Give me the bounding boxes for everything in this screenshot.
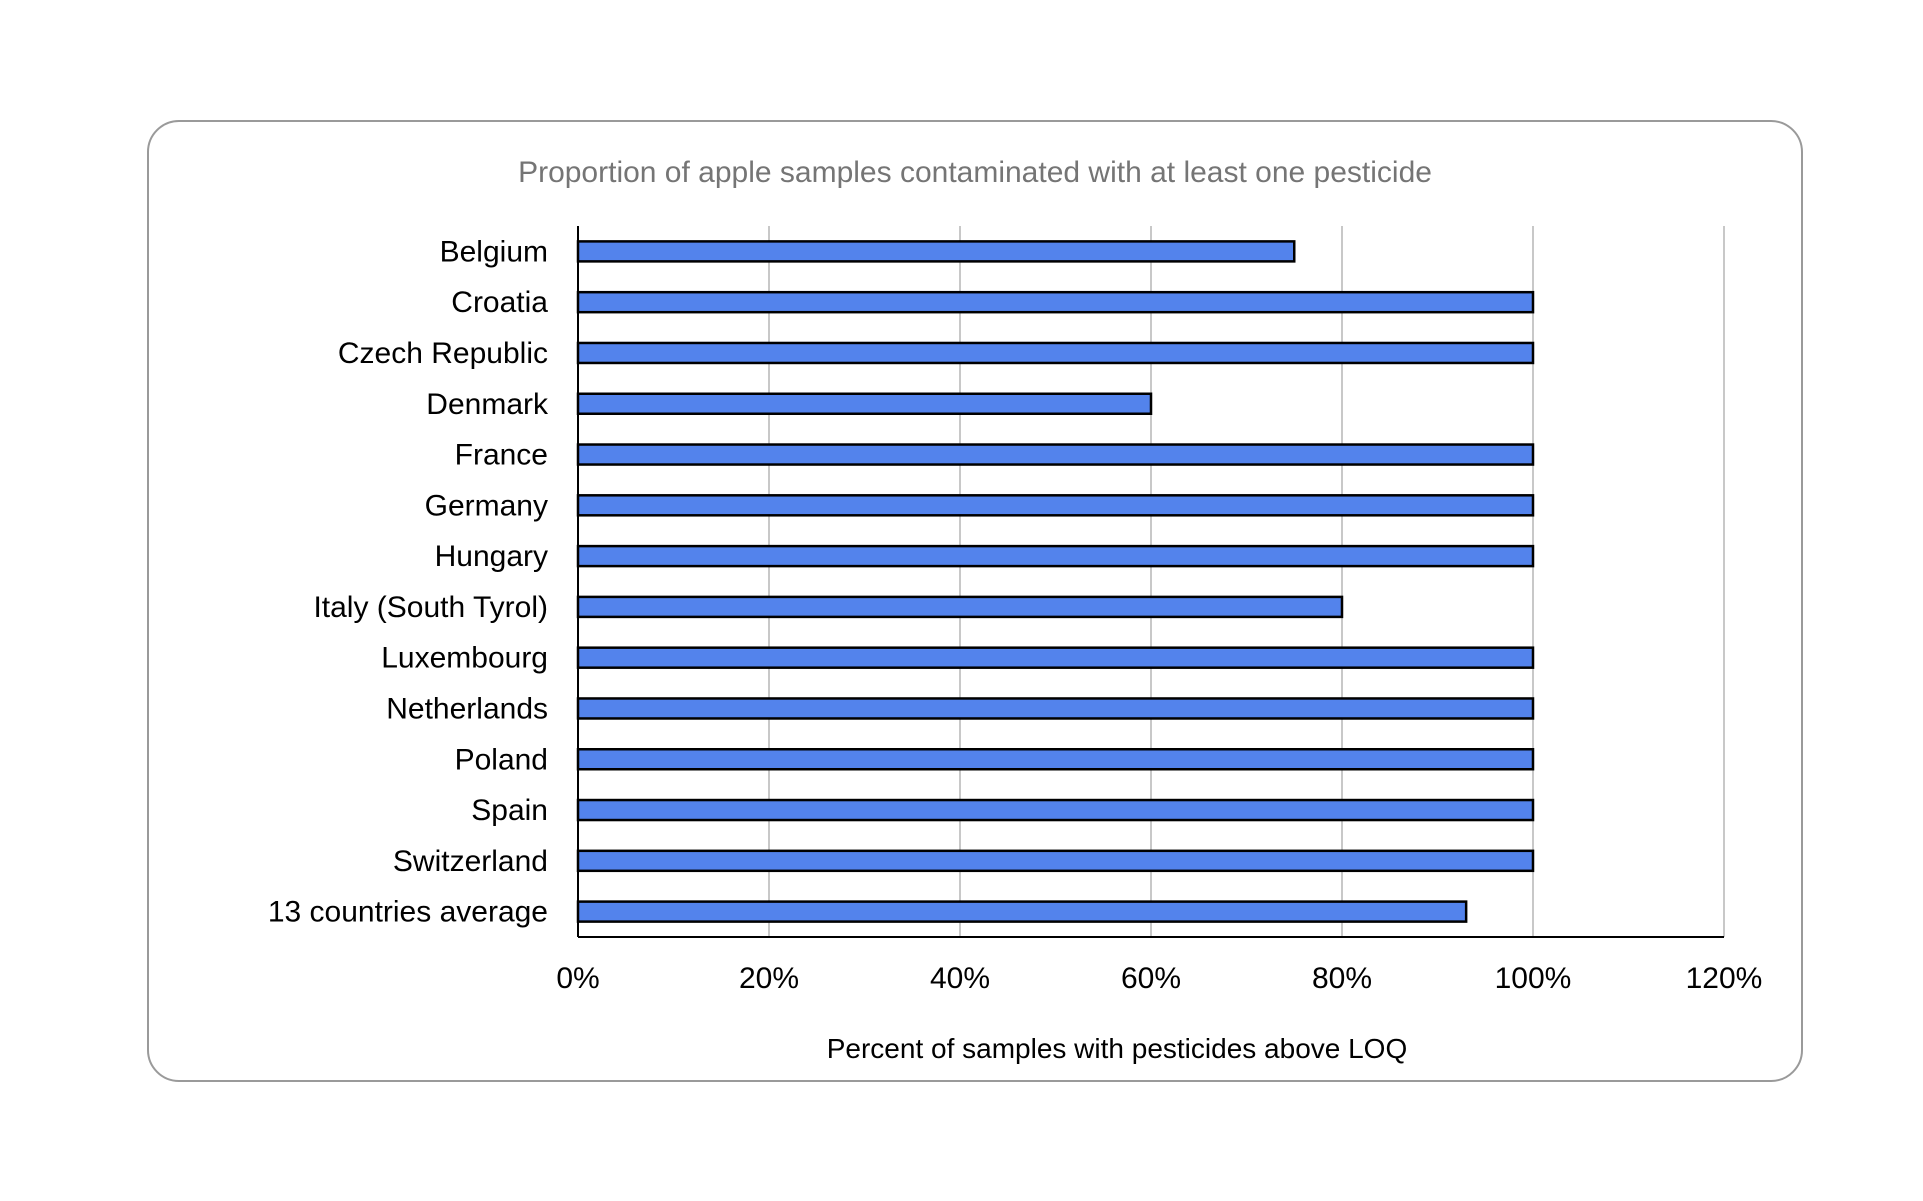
bar: [576, 595, 1344, 619]
category-label: Poland: [455, 743, 548, 776]
bar: [576, 341, 1535, 365]
category-labels: Belgium Croatia Czech Republic Denmark Franc…: [268, 235, 549, 928]
bar: [576, 443, 1535, 466]
x-tick-label: 120%: [1686, 962, 1763, 995]
category-label: Czech Republic: [338, 337, 548, 370]
x-axis-title: Percent of samples with pesticides above…: [827, 1033, 1408, 1064]
category-label: Croatia: [451, 286, 548, 319]
category-label: Germany: [425, 489, 548, 522]
bar: [576, 392, 1153, 415]
x-tick-label: 40%: [930, 962, 990, 995]
bars: [576, 240, 1535, 923]
category-label: Italy (South Tyrol): [313, 591, 548, 624]
axes: [577, 226, 1724, 938]
x-tick-label: 60%: [1121, 962, 1181, 995]
category-label: Luxembourg: [381, 642, 548, 675]
bar: [576, 544, 1535, 568]
category-label: France: [455, 439, 548, 472]
x-tick-label: 80%: [1312, 962, 1372, 995]
x-tick-label: 0%: [556, 962, 599, 995]
category-label: Hungary: [435, 540, 548, 573]
bar: [576, 646, 1535, 669]
bar: [576, 697, 1535, 720]
bar: [576, 798, 1535, 822]
category-label: Spain: [471, 794, 548, 827]
category-label: Netherlands: [386, 692, 548, 725]
category-label: Switzerland: [393, 845, 548, 878]
x-tick-label: 100%: [1495, 962, 1572, 995]
gridlines: [768, 226, 1725, 937]
bar: [576, 900, 1468, 923]
bar: [576, 849, 1535, 873]
category-label: 13 countries average: [268, 896, 548, 929]
chart-title: Proportion of apple samples contaminated…: [518, 156, 1432, 189]
category-label: Belgium: [440, 235, 548, 268]
x-tick-label: 20%: [739, 962, 799, 995]
bar: [576, 748, 1535, 771]
category-label: Denmark: [426, 388, 549, 421]
x-tick-labels: 0% 20% 40% 60% 80% 100% 120%: [556, 962, 1762, 995]
bar: [576, 240, 1296, 263]
bar: [576, 290, 1535, 314]
bar: [576, 494, 1535, 517]
